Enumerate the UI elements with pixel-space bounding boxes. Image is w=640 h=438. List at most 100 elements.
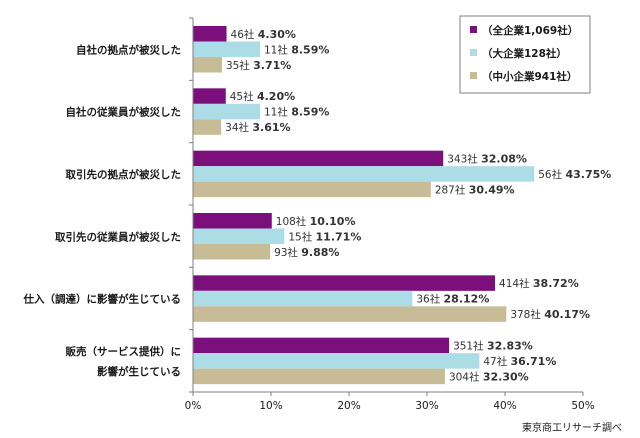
bar-value-label: 15社 11.71%	[288, 230, 361, 243]
bar-percent: 36.71%	[511, 355, 557, 368]
bar-percent: 32.08%	[481, 152, 527, 165]
x-tick-label: 40%	[493, 400, 516, 412]
bar	[193, 119, 222, 135]
category-label: 仕入（調達）に影響が生じている	[23, 293, 182, 306]
legend-swatch	[470, 26, 477, 33]
bar-count: 11社	[264, 43, 291, 56]
bar-percent: 38.72%	[533, 277, 579, 290]
bar-value-label: 47社 36.71%	[483, 355, 556, 368]
bar	[193, 337, 450, 354]
bar	[193, 26, 227, 42]
category-label-line: 影響が生じている	[97, 365, 181, 378]
bar-count: 47社	[483, 355, 510, 368]
bar-percent: 32.83%	[487, 339, 533, 352]
bar	[193, 228, 285, 244]
legend-label: （全企業1,069社）	[482, 24, 578, 37]
bar-value-label: 378社 40.17%	[510, 308, 590, 321]
bar-count: 414社	[499, 277, 533, 290]
bar-count: 343社	[447, 152, 481, 165]
bar-percent: 4.30%	[258, 28, 296, 41]
bar	[193, 150, 444, 167]
bar-count: 45社	[230, 90, 257, 103]
x-tick-label: 20%	[337, 400, 360, 412]
bar-percent: 11.71%	[316, 230, 362, 243]
bar-value-label: 11社 8.59%	[264, 43, 329, 56]
bar-count: 378社	[510, 308, 544, 321]
bar-count: 36社	[416, 293, 443, 306]
bar-value-label: 34社 3.61%	[225, 121, 290, 134]
data-labels: 46社 4.30%11社 8.59%35社 3.71%45社 4.20%11社 …	[225, 28, 611, 384]
category-label-line: 自社の従業員が被災した	[66, 106, 182, 119]
source-note: 東京商工リサーチ調べ	[522, 421, 622, 434]
bar-value-label: 343社 32.08%	[447, 152, 527, 165]
legend-box	[459, 15, 591, 94]
bar-percent: 32.30%	[483, 370, 529, 383]
bar-value-label: 304社 32.30%	[449, 370, 529, 383]
bar-value-label: 351社 32.83%	[453, 339, 533, 352]
bar-value-label: 35社 3.71%	[226, 59, 291, 72]
bar-value-label: 108社 10.10%	[276, 215, 356, 228]
bar-value-label: 36社 28.12%	[416, 293, 489, 306]
bar-percent: 30.49%	[469, 183, 515, 196]
category-label-line: 取引先の拠点が被災した	[66, 168, 182, 181]
bar	[193, 213, 272, 229]
bar-value-label: 287社 30.49%	[435, 183, 515, 196]
bar-count: 46社	[231, 28, 258, 41]
bar	[193, 275, 496, 291]
category-label: 自社の拠点が被災した	[76, 43, 181, 56]
bar-percent: 28.12%	[444, 293, 490, 306]
bar	[193, 41, 261, 57]
bar-count: 351社	[453, 339, 487, 352]
bar-percent: 43.75%	[565, 168, 611, 181]
bar-count: 304社	[449, 370, 483, 383]
x-tick-label: 0%	[185, 400, 202, 412]
bar-value-label: 45社 4.20%	[230, 90, 295, 103]
bar-percent: 9.88%	[301, 246, 339, 259]
bar-value-label: 11社 8.59%	[264, 106, 329, 119]
bar-percent: 3.61%	[252, 121, 290, 134]
bar-count: 93社	[274, 246, 301, 259]
bar-percent: 40.17%	[544, 308, 590, 321]
bar-count: 287社	[435, 183, 469, 196]
bar	[193, 166, 535, 182]
bar	[193, 103, 261, 120]
category-label-line: 販売（サービス提供）に	[66, 345, 182, 358]
x-tick-label: 30%	[415, 400, 438, 412]
bar-count: 11社	[264, 106, 291, 119]
bar	[193, 244, 271, 260]
bar-count: 108社	[276, 215, 310, 228]
category-label: 自社の従業員が被災した	[66, 106, 182, 119]
axes	[189, 17, 584, 396]
bar	[193, 368, 445, 385]
bar-count: 15社	[288, 230, 315, 243]
category-label: 取引先の従業員が被災した	[55, 230, 181, 243]
bars	[193, 26, 535, 385]
x-tick-label: 10%	[259, 400, 282, 412]
category-labels: 自社の拠点が被災した自社の従業員が被災した取引先の拠点が被災した取引先の従業員が…	[23, 43, 182, 378]
bar-percent: 10.10%	[310, 215, 356, 228]
legend-swatch	[470, 49, 477, 56]
bar-count: 35社	[226, 59, 253, 72]
legend: （全企業1,069社） （大企業128社） （中小企業941社）	[459, 15, 591, 94]
bar-value-label: 93社 9.88%	[274, 246, 339, 259]
category-label-line: 自社の拠点が被災した	[76, 43, 181, 56]
bar-value-label: 56社 43.75%	[538, 168, 611, 181]
category-label: 取引先の拠点が被災した	[66, 168, 182, 181]
bar-count: 34社	[225, 121, 252, 134]
category-label: 販売（サービス提供）に影響が生じている	[66, 345, 182, 378]
bar-percent: 8.59%	[291, 43, 329, 56]
bar-percent: 3.71%	[253, 59, 291, 72]
legend-label: （大企業128社）	[482, 47, 567, 60]
bar	[193, 88, 226, 104]
x-tick-label: 50%	[571, 400, 594, 412]
bar	[193, 181, 431, 198]
legend-label: （中小企業941社）	[482, 70, 577, 83]
category-label-line: 取引先の従業員が被災した	[55, 230, 181, 243]
bar	[193, 57, 222, 73]
bar-percent: 8.59%	[291, 106, 329, 119]
legend-swatch	[470, 72, 477, 79]
bar	[193, 306, 507, 322]
bar	[193, 290, 413, 307]
bar-value-label: 414社 38.72%	[499, 277, 579, 290]
bar-count: 56社	[538, 168, 565, 181]
